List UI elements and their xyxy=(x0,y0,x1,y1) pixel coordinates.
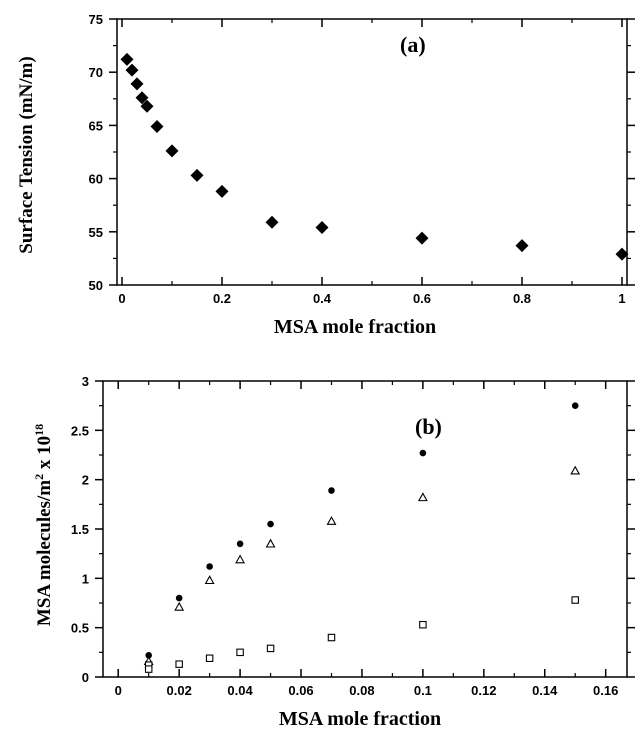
data-point-square xyxy=(144,665,153,673)
data-point-diamond xyxy=(125,63,139,77)
x-tick-label: 0.6 xyxy=(413,291,431,306)
panel-b-data-points xyxy=(143,402,581,673)
y-tick-label: 0.5 xyxy=(71,621,89,636)
x-tick-label: 1 xyxy=(618,291,625,306)
data-point-triangle xyxy=(326,515,337,525)
x-tick-label: 0.2 xyxy=(213,291,231,306)
data-point-triangle xyxy=(174,601,185,611)
data-point-diamond xyxy=(150,119,164,133)
data-point-triangle xyxy=(204,575,215,585)
y-tick-label: 0 xyxy=(82,670,89,685)
panel-a-data-points xyxy=(120,52,629,261)
panel-b-y-axis-title-main: MSA molecules/m xyxy=(34,480,55,626)
data-point-circle xyxy=(175,594,183,602)
data-point-diamond xyxy=(120,52,134,66)
y-tick-label: 60 xyxy=(89,172,103,187)
y-tick-label: 2.5 xyxy=(71,423,89,438)
data-point-square xyxy=(327,633,336,642)
panel-a-x-ticks: 0 0.2 0.4 0.6 0.8 1 xyxy=(118,19,626,306)
panel-b-y-axis-title-sup1: 2 xyxy=(32,474,46,480)
y-tick-label: 3 xyxy=(82,374,89,389)
x-tick-label: 0.12 xyxy=(471,683,496,698)
panel-b-y-ticks: 0 0.5 1 1.5 2 2.5 3 xyxy=(71,374,635,685)
data-point-square xyxy=(205,654,214,663)
data-point-diamond xyxy=(315,221,329,235)
data-point-diamond xyxy=(140,99,154,113)
data-point-square xyxy=(266,644,275,653)
x-tick-label: 0.08 xyxy=(349,683,374,698)
panel-b-y-axis-title-mid: x 10 xyxy=(34,436,55,474)
data-point-diamond xyxy=(215,184,229,198)
data-point-circle xyxy=(145,651,152,659)
data-point-circle xyxy=(419,449,427,457)
data-point-circle xyxy=(328,487,335,494)
data-point-diamond xyxy=(415,231,429,245)
data-point-square xyxy=(571,596,579,604)
data-point-circle xyxy=(206,563,213,570)
x-tick-label: 0.02 xyxy=(167,683,192,698)
y-tick-label: 55 xyxy=(89,225,103,240)
x-tick-label: 0.06 xyxy=(288,683,313,698)
panel-b-y-axis-title: MSA molecules/m2 x 1018 xyxy=(32,424,55,626)
panel-b-y-axis-title-sup2: 18 xyxy=(32,424,46,436)
y-tick-label: 50 xyxy=(89,278,103,293)
data-point-diamond xyxy=(130,77,144,91)
data-point-circle xyxy=(236,540,244,548)
y-tick-label: 65 xyxy=(89,118,103,133)
x-tick-label: 0.1 xyxy=(414,683,432,698)
data-point-square xyxy=(419,620,427,629)
panel-b-chart: 0 0.02 0.04 0.06 0.08 0.1 0.12 0.14 0.16 0 0.5 1 1.… xyxy=(32,374,635,730)
panel-b-plot-frame xyxy=(102,380,628,678)
data-point-diamond xyxy=(135,91,149,105)
x-tick-label: 0.16 xyxy=(593,683,618,698)
y-tick-label: 2 xyxy=(82,473,89,488)
data-point-diamond xyxy=(515,239,529,253)
x-tick-label: 0.14 xyxy=(532,683,558,698)
panel-b-label: (b) xyxy=(415,414,442,439)
data-point-diamond xyxy=(265,215,279,229)
data-point-circle xyxy=(571,402,579,409)
data-point-triangle xyxy=(417,492,428,502)
panel-b-x-ticks: 0 0.02 0.04 0.06 0.08 0.1 0.12 0.14 0.16 xyxy=(115,381,618,698)
y-tick-label: 1 xyxy=(82,571,89,586)
panel-a-label: (a) xyxy=(400,32,426,57)
data-point-triangle xyxy=(265,538,276,548)
panel-a-x-axis-title: MSA mole fraction xyxy=(274,316,436,338)
data-point-diamond xyxy=(615,247,629,261)
panel-a-y-ticks: 50 55 60 65 70 75 xyxy=(89,12,635,293)
y-tick-label: 70 xyxy=(89,65,103,80)
data-point-diamond xyxy=(190,168,204,182)
data-point-triangle xyxy=(235,554,246,564)
data-point-triangle xyxy=(570,465,581,475)
x-tick-label: 0 xyxy=(115,683,122,698)
panel-a-chart: 0 0.2 0.4 0.6 0.8 1 50 55 60 65 70 75 (a) MSA mole… xyxy=(16,12,635,338)
x-tick-label: 0 xyxy=(118,291,125,306)
x-tick-label: 0.4 xyxy=(313,291,332,306)
data-point-square xyxy=(236,648,244,657)
y-tick-label: 75 xyxy=(89,12,103,27)
data-point-circle xyxy=(267,520,274,528)
data-point-square xyxy=(175,660,183,668)
panel-a-plot-frame xyxy=(116,18,628,286)
x-tick-label: 0.8 xyxy=(513,291,531,306)
panel-a-y-axis-title: Surface Tension (mN/m) xyxy=(16,56,37,253)
y-tick-label: 1.5 xyxy=(71,522,89,537)
data-point-diamond xyxy=(165,144,179,158)
panel-b-x-axis-title: MSA mole fraction xyxy=(279,708,441,730)
x-tick-label: 0.04 xyxy=(227,683,253,698)
